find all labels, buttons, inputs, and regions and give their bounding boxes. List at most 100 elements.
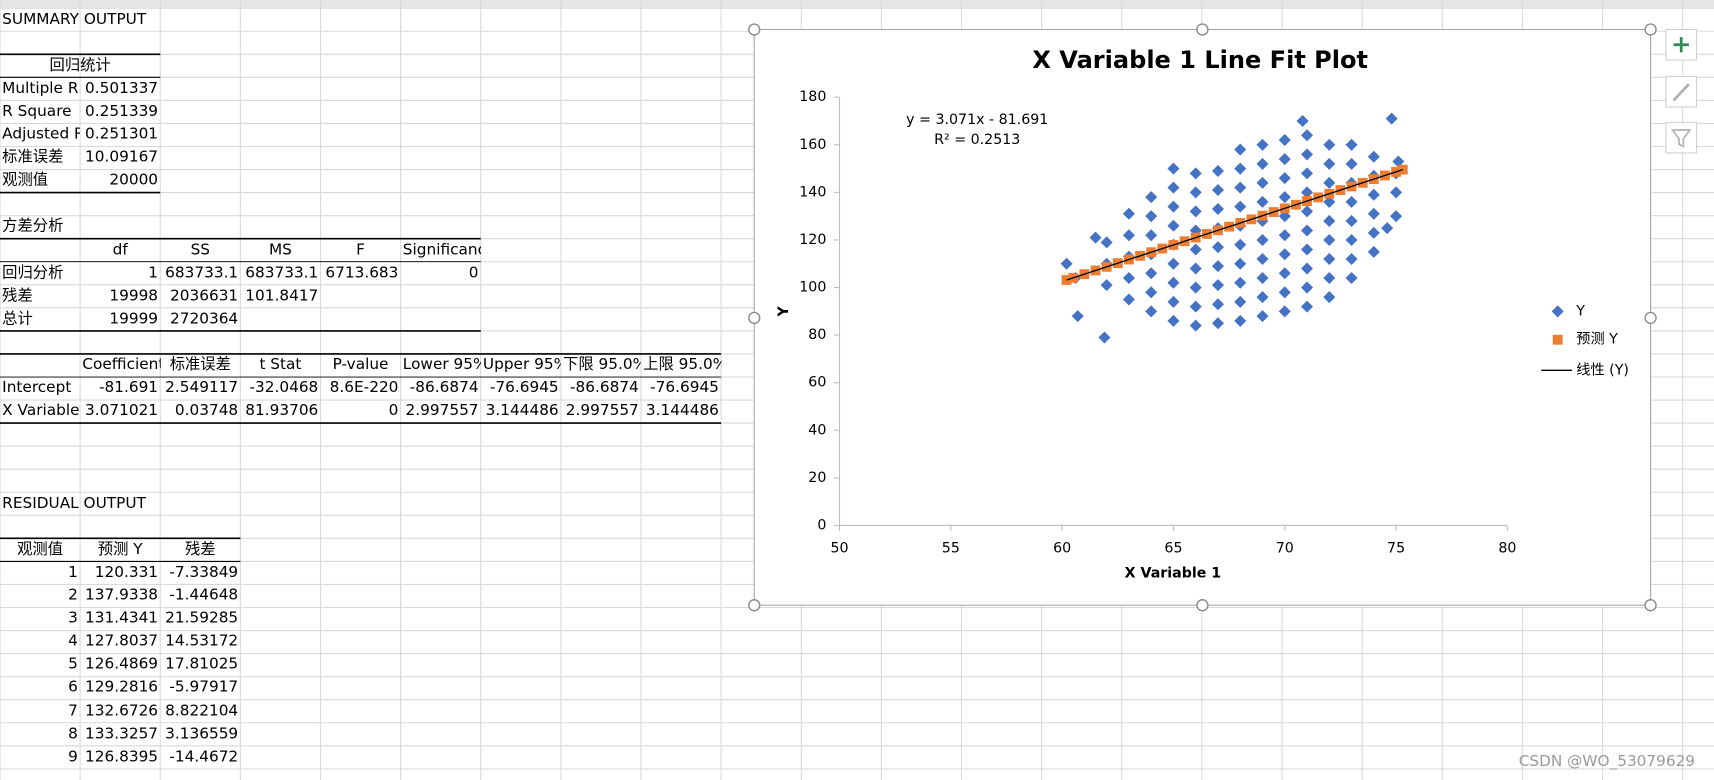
cell[interactable]: 2.997557	[405, 402, 479, 420]
cell[interactable]: -76.6945	[489, 379, 559, 397]
resize-handle[interactable]	[748, 311, 761, 325]
filter-button[interactable]	[1665, 121, 1698, 154]
cell[interactable]: 1	[68, 563, 78, 582]
cell[interactable]: 0	[388, 402, 399, 420]
cell[interactable]: 2720364	[170, 310, 239, 328]
cell[interactable]: 6	[68, 678, 78, 697]
cell[interactable]: X Variable 1	[2, 402, 80, 420]
cell[interactable]: 129.2816	[85, 678, 159, 697]
resize-handle[interactable]	[1644, 599, 1657, 612]
cell[interactable]: 残差	[2, 286, 33, 305]
resize-handle[interactable]	[1644, 311, 1657, 325]
cell[interactable]: 2.997557	[565, 402, 639, 420]
cell[interactable]: R Square	[2, 102, 72, 121]
cell[interactable]: 6713.683	[325, 263, 399, 282]
cell[interactable]: 20000	[109, 171, 159, 190]
point	[1167, 295, 1180, 308]
cell[interactable]: 下限 95.0%	[563, 356, 641, 374]
cell[interactable]: 3.071021	[85, 402, 159, 420]
cell[interactable]: 0.03748	[174, 402, 239, 420]
cell[interactable]: 0.501337	[85, 79, 159, 98]
resize-handle[interactable]	[748, 23, 761, 36]
cell[interactable]: 3.144486	[485, 402, 559, 420]
cell[interactable]: 133.3257	[85, 724, 159, 743]
cell[interactable]: 683733.1	[165, 263, 239, 282]
cell[interactable]: 10.09167	[85, 148, 159, 167]
cell[interactable]: 137.9338	[85, 586, 159, 605]
cell[interactable]: Upper 95%	[482, 356, 561, 374]
cell[interactable]: 21.59285	[165, 609, 239, 628]
cell[interactable]: MS	[268, 240, 292, 259]
cell[interactable]: 观测值	[17, 540, 64, 559]
cell[interactable]: 19999	[109, 310, 159, 328]
cell[interactable]: 8.822104	[165, 701, 239, 720]
cell[interactable]: df	[112, 240, 128, 259]
cell[interactable]: Lower 95%	[402, 356, 481, 374]
resize-handle[interactable]	[1196, 23, 1209, 36]
cell[interactable]: 回归统计	[49, 56, 111, 74]
cell[interactable]: 标准误差	[169, 356, 231, 374]
cell[interactable]: 2.549117	[165, 379, 239, 397]
cell[interactable]: 126.4869	[85, 655, 159, 674]
cell[interactable]: Adjusted R Square	[2, 125, 80, 144]
cell[interactable]: 方差分析	[2, 217, 64, 236]
cell[interactable]: 预测 Y	[97, 540, 143, 559]
cell[interactable]: 8	[68, 724, 78, 743]
cell[interactable]: 131.4341	[85, 609, 159, 628]
cell[interactable]: 1	[148, 263, 159, 282]
cell[interactable]: 8.6E-220	[329, 379, 399, 397]
point	[1145, 229, 1158, 242]
cell[interactable]: 标准误差	[2, 148, 64, 167]
cell[interactable]: 2	[68, 586, 78, 605]
cell[interactable]: 132.6726	[85, 701, 159, 720]
cell[interactable]: 0.251301	[85, 125, 159, 144]
cell[interactable]: -86.6874	[569, 379, 639, 397]
cell[interactable]: 0	[468, 263, 479, 282]
cell[interactable]: Multiple R	[2, 79, 79, 98]
cell[interactable]: 14.53172	[165, 632, 239, 651]
cell[interactable]: Intercept	[2, 379, 72, 397]
cell[interactable]: 4	[68, 632, 78, 651]
cell[interactable]: 0.251339	[85, 102, 159, 121]
cell[interactable]: SS	[190, 240, 211, 259]
cell[interactable]: 9	[68, 747, 78, 766]
cell[interactable]: -76.6945	[650, 379, 719, 397]
cell[interactable]: P-value	[332, 356, 389, 374]
resize-handle[interactable]	[1196, 599, 1209, 612]
cell[interactable]: -5.97917	[169, 678, 239, 697]
cell[interactable]: -86.6874	[409, 379, 479, 397]
cell[interactable]: 19998	[109, 286, 159, 305]
cell[interactable]: 101.8417	[245, 286, 319, 305]
cell[interactable]: -32.0468	[249, 379, 319, 397]
cell[interactable]: Significance F	[402, 240, 481, 259]
cell[interactable]: 3.144486	[645, 402, 719, 420]
cell[interactable]: 3	[68, 609, 78, 628]
cell[interactable]: t Stat	[259, 356, 302, 374]
chart-frame[interactable]	[753, 28, 1652, 606]
resize-handle[interactable]	[1644, 23, 1657, 36]
cell[interactable]: 17.81025	[165, 655, 239, 674]
point	[1256, 291, 1269, 304]
cell[interactable]: 2036631	[170, 286, 239, 305]
cell[interactable]: -7.33849	[169, 563, 239, 582]
cell[interactable]: 127.8037	[85, 632, 159, 651]
point	[1256, 138, 1269, 151]
cell[interactable]: -1.44648	[169, 586, 239, 605]
cell[interactable]: 120.331	[94, 563, 159, 582]
cell[interactable]: 上限 95.0%	[643, 356, 722, 374]
cell[interactable]: F	[356, 240, 365, 259]
resize-handle[interactable]	[748, 599, 761, 612]
cell[interactable]: 总计	[2, 310, 33, 328]
cell[interactable]: 3.136559	[165, 724, 239, 743]
cell[interactable]: 126.8395	[85, 747, 159, 766]
cell[interactable]: 残差	[184, 540, 216, 559]
cell[interactable]: -14.4672	[169, 747, 239, 766]
cell[interactable]: 回归分析	[2, 263, 64, 282]
cell[interactable]: 观测值	[2, 171, 49, 190]
cell[interactable]: 5	[68, 655, 78, 674]
cell[interactable]: Coefficients	[82, 356, 160, 374]
cell[interactable]: 81.93706	[245, 402, 319, 420]
cell[interactable]: 683733.1	[245, 263, 319, 282]
cell[interactable]: 7	[68, 701, 78, 720]
cell[interactable]: -81.691	[98, 379, 159, 397]
